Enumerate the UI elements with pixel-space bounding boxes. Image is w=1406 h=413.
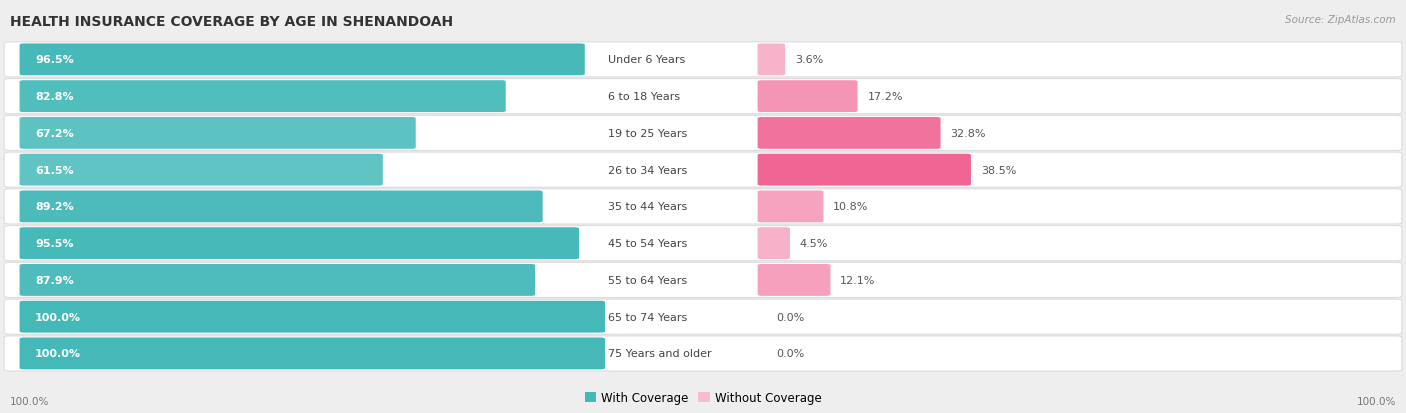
FancyBboxPatch shape xyxy=(4,263,1402,298)
Text: 67.2%: 67.2% xyxy=(35,128,73,138)
FancyBboxPatch shape xyxy=(4,226,1402,261)
Text: 100.0%: 100.0% xyxy=(35,349,82,358)
Text: Under 6 Years: Under 6 Years xyxy=(607,55,685,65)
Text: Source: ZipAtlas.com: Source: ZipAtlas.com xyxy=(1285,15,1396,25)
FancyBboxPatch shape xyxy=(20,118,416,150)
Text: 32.8%: 32.8% xyxy=(950,128,986,138)
FancyBboxPatch shape xyxy=(20,301,605,333)
Text: 4.5%: 4.5% xyxy=(800,239,828,249)
FancyBboxPatch shape xyxy=(4,336,1402,371)
Text: 55 to 64 Years: 55 to 64 Years xyxy=(607,275,688,285)
FancyBboxPatch shape xyxy=(758,154,972,186)
FancyBboxPatch shape xyxy=(758,44,785,76)
Legend: With Coverage, Without Coverage: With Coverage, Without Coverage xyxy=(579,386,827,408)
Text: 38.5%: 38.5% xyxy=(981,165,1017,175)
FancyBboxPatch shape xyxy=(4,153,1402,188)
Text: 95.5%: 95.5% xyxy=(35,239,73,249)
Text: 6 to 18 Years: 6 to 18 Years xyxy=(607,92,681,102)
Text: 45 to 54 Years: 45 to 54 Years xyxy=(607,239,688,249)
Text: 65 to 74 Years: 65 to 74 Years xyxy=(607,312,688,322)
FancyBboxPatch shape xyxy=(20,81,506,113)
Text: 26 to 34 Years: 26 to 34 Years xyxy=(607,165,688,175)
Text: 35 to 44 Years: 35 to 44 Years xyxy=(607,202,688,212)
FancyBboxPatch shape xyxy=(20,228,579,259)
Text: 19 to 25 Years: 19 to 25 Years xyxy=(607,128,688,138)
FancyBboxPatch shape xyxy=(4,116,1402,151)
Text: 17.2%: 17.2% xyxy=(868,92,903,102)
Text: 12.1%: 12.1% xyxy=(841,275,876,285)
FancyBboxPatch shape xyxy=(20,264,536,296)
FancyBboxPatch shape xyxy=(20,154,382,186)
Text: 100.0%: 100.0% xyxy=(35,312,82,322)
Text: 61.5%: 61.5% xyxy=(35,165,73,175)
Text: 75 Years and older: 75 Years and older xyxy=(607,349,711,358)
FancyBboxPatch shape xyxy=(758,118,941,150)
Text: 100.0%: 100.0% xyxy=(1357,396,1396,406)
Text: 0.0%: 0.0% xyxy=(776,312,804,322)
Text: 100.0%: 100.0% xyxy=(10,396,49,406)
FancyBboxPatch shape xyxy=(4,79,1402,114)
FancyBboxPatch shape xyxy=(20,338,605,370)
FancyBboxPatch shape xyxy=(4,299,1402,335)
FancyBboxPatch shape xyxy=(758,228,790,259)
Text: 82.8%: 82.8% xyxy=(35,92,73,102)
Text: 87.9%: 87.9% xyxy=(35,275,73,285)
FancyBboxPatch shape xyxy=(20,44,585,76)
FancyBboxPatch shape xyxy=(4,190,1402,224)
FancyBboxPatch shape xyxy=(4,43,1402,78)
Text: HEALTH INSURANCE COVERAGE BY AGE IN SHENANDOAH: HEALTH INSURANCE COVERAGE BY AGE IN SHEN… xyxy=(10,15,453,29)
FancyBboxPatch shape xyxy=(20,191,543,223)
FancyBboxPatch shape xyxy=(758,264,831,296)
FancyBboxPatch shape xyxy=(758,191,824,223)
Text: 96.5%: 96.5% xyxy=(35,55,73,65)
FancyBboxPatch shape xyxy=(758,81,858,113)
Text: 0.0%: 0.0% xyxy=(776,349,804,358)
Text: 89.2%: 89.2% xyxy=(35,202,73,212)
Text: 3.6%: 3.6% xyxy=(794,55,824,65)
Text: 10.8%: 10.8% xyxy=(834,202,869,212)
